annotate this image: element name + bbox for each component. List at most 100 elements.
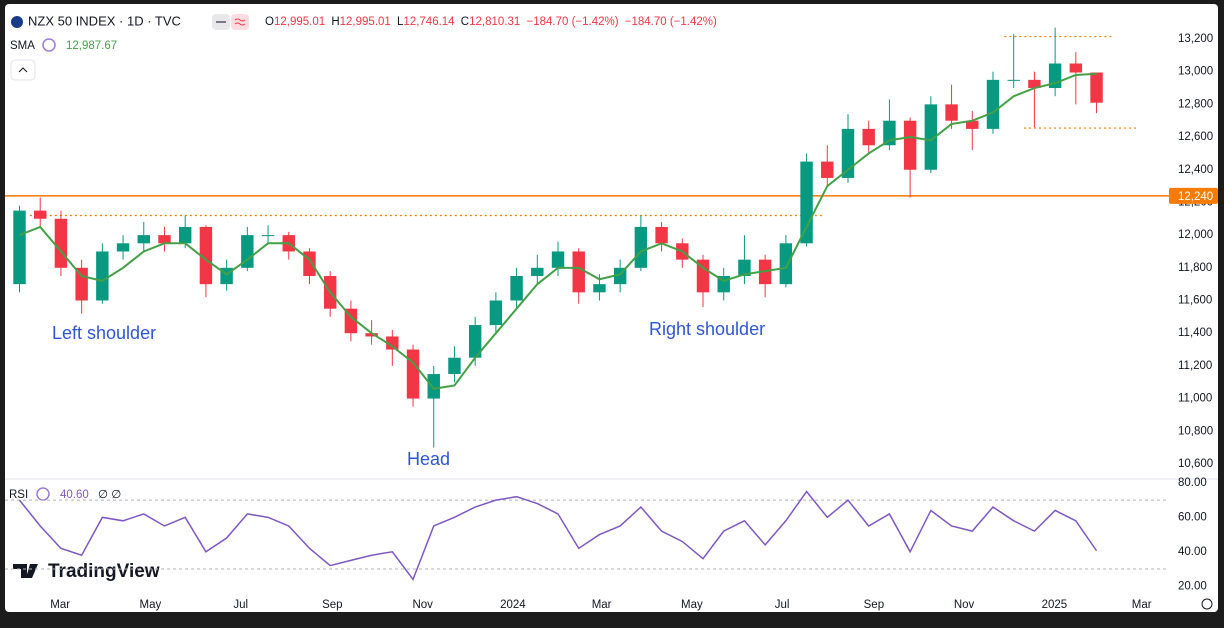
candle-body — [862, 128, 875, 146]
candle-body — [33, 210, 47, 219]
x-tick-label: Mar — [592, 599, 612, 611]
annotation: Head — [407, 449, 450, 469]
candle-body — [1090, 72, 1103, 103]
x-tick-label: Mar — [50, 599, 70, 611]
x-tick-label: Nov — [954, 599, 975, 611]
logo-icon — [13, 564, 38, 578]
x-tick-label: Sep — [322, 599, 342, 611]
y-tick-label: 12,600 — [1178, 131, 1213, 143]
annotation: Left shoulder — [52, 323, 156, 343]
y-tick-label: 13,000 — [1178, 66, 1213, 78]
candle-body — [1007, 79, 1020, 81]
candle-body — [841, 128, 855, 178]
x-tick-label: 2024 — [500, 599, 526, 611]
rsi-value: 40.60 — [60, 489, 89, 501]
candle-body — [883, 120, 896, 146]
y-tick-label: 10,800 — [1178, 425, 1213, 437]
candle-body — [593, 284, 606, 293]
y-tick-label: 80.00 — [1178, 477, 1207, 489]
candle-body — [510, 275, 523, 301]
x-tick-label: Sep — [864, 599, 884, 611]
candle-body — [448, 357, 461, 375]
icon-glyph — [234, 18, 246, 26]
ohlc-label: O — [265, 16, 274, 28]
candle-body — [365, 333, 378, 337]
rsi-extra: ∅ ∅ — [98, 489, 121, 501]
candle-body — [903, 120, 917, 170]
candle-body — [696, 259, 710, 293]
candle-body — [13, 210, 26, 285]
y-tick-label: 11,000 — [1178, 393, 1212, 405]
candle-body — [655, 226, 668, 244]
candle-body — [178, 226, 192, 244]
candle-body — [1028, 79, 1041, 89]
candle-body — [137, 235, 150, 244]
x-tick-label: May — [140, 599, 162, 611]
y-tick-label: 12,800 — [1178, 98, 1213, 110]
x-tick-label: Jul — [775, 599, 790, 611]
candle-body — [199, 226, 213, 285]
sma-icon[interactable] — [42, 38, 56, 52]
y-tick-label: 12,000 — [1178, 229, 1213, 241]
candle-body — [779, 243, 793, 285]
settings-icon[interactable] — [1201, 598, 1213, 610]
candle-body — [116, 243, 130, 252]
x-tick-label: Nov — [412, 599, 433, 611]
rsi-line — [18, 490, 1098, 581]
logo: TradingView — [48, 561, 160, 582]
y-tick-label: 11,200 — [1178, 360, 1212, 372]
x-tick-label: 2025 — [1042, 599, 1068, 611]
candle-body — [75, 267, 88, 301]
candle-body — [406, 349, 420, 399]
y-tick-label: 11,600 — [1178, 295, 1212, 307]
candle-body — [489, 300, 503, 326]
candle-body — [738, 259, 751, 276]
candle-body — [1069, 63, 1083, 73]
ohlc-value: 12,995.01 — [274, 16, 325, 28]
candle-body — [572, 251, 585, 293]
y-tick-label: 10,600 — [1178, 458, 1213, 470]
icon[interactable] — [231, 14, 249, 30]
y-tick-label: 11,400 — [1178, 327, 1212, 339]
sma-line — [19, 72, 1097, 390]
x-tick-label: May — [681, 599, 703, 611]
ohlc-label: H — [331, 16, 339, 28]
level-label: 12,240 — [1178, 191, 1213, 203]
candle-body — [241, 235, 254, 268]
y-tick-label: 12,400 — [1178, 164, 1213, 176]
ohlc-label: C — [461, 16, 469, 28]
candle-body — [158, 235, 171, 244]
candle-body — [427, 374, 440, 399]
candle-body — [54, 218, 68, 268]
change: −184.70 (−1.42%) — [625, 16, 717, 28]
candle-body — [551, 251, 565, 268]
x-tick-label: Jul — [233, 599, 248, 611]
candle-body — [96, 251, 109, 301]
y-tick-label: 40.00 — [1178, 546, 1207, 558]
y-tick-label: 60.00 — [1178, 511, 1207, 523]
collapse-button[interactable] — [10, 59, 36, 81]
y-tick-label: 20.00 — [1178, 580, 1207, 592]
ohlc-value: 12,746.14 — [403, 16, 455, 28]
candle-body — [344, 308, 358, 334]
y-tick-label: 11,800 — [1178, 262, 1212, 274]
collapse-glyph — [18, 67, 28, 73]
rsi-title: RSI — [9, 489, 28, 501]
candle-body — [468, 325, 482, 358]
candle-body — [945, 104, 958, 121]
candle-body — [986, 79, 1000, 129]
candle-body — [531, 267, 544, 276]
candle-body — [924, 104, 938, 170]
ohlc-value: 12,995.01 — [340, 16, 391, 28]
y-tick-label: 13,200 — [1178, 33, 1213, 45]
change: −184.70 (−1.42%) — [526, 16, 618, 28]
sma-value: 12,987.67 — [66, 40, 117, 52]
level-label-box — [1169, 187, 1218, 204]
annotation: Right shoulder — [649, 319, 765, 339]
candle-body — [966, 120, 979, 129]
candle-body — [386, 336, 399, 350]
x-tick-label: Mar — [1132, 599, 1152, 611]
sma-title: SMA — [10, 40, 35, 52]
